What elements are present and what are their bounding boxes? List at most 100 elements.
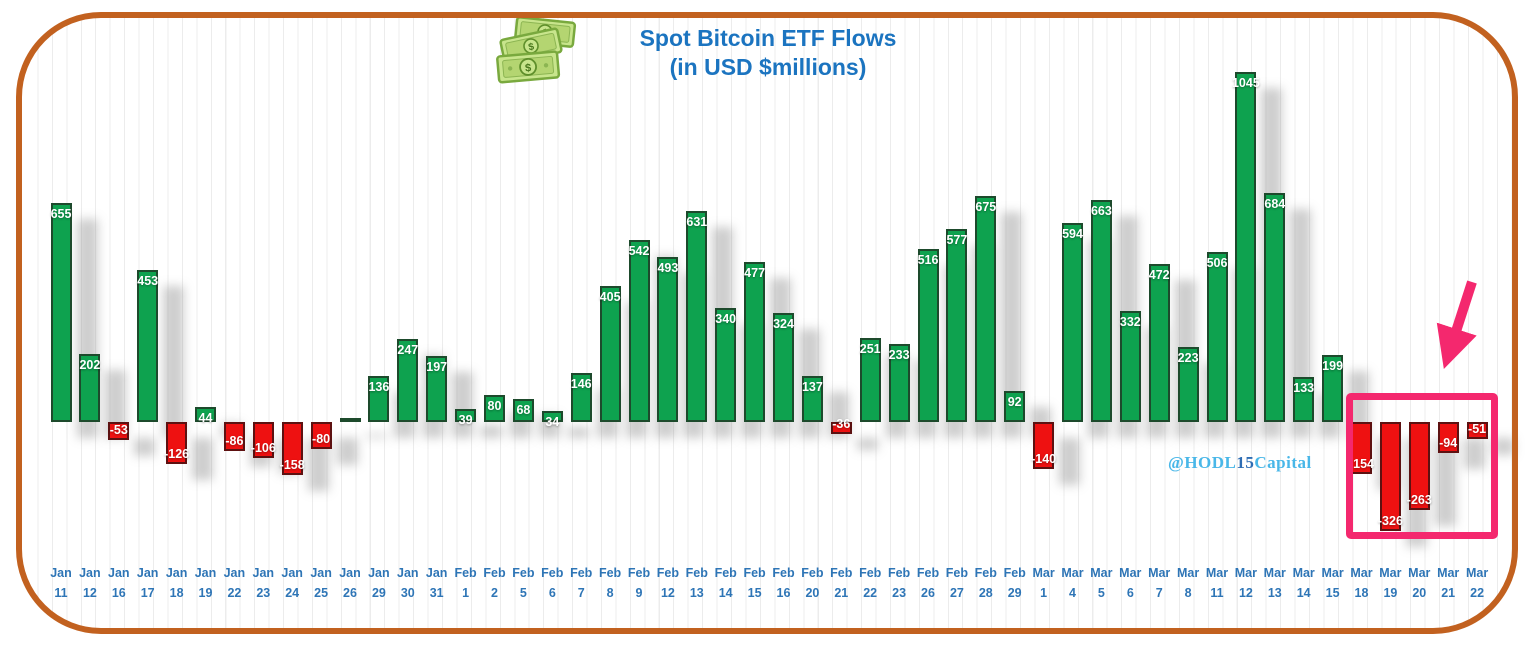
x-axis-label-Jan-16: Jan 16: [108, 566, 130, 600]
bar-value-label: -86: [225, 433, 244, 448]
bar-value-label: 631: [686, 214, 708, 229]
bar-Jan-26: [339, 417, 361, 422]
chart-title-line1: Spot Bitcoin ETF Flows: [639, 25, 897, 51]
bar-Jan-25: -80: [310, 422, 332, 449]
x-axis-label-Mar-1: Mar 1: [1032, 566, 1055, 600]
bar-value-label: 247: [397, 343, 419, 358]
x-axis-label-Mar-15: Mar 15: [1321, 566, 1344, 600]
bar-value-label: -154: [1348, 456, 1375, 471]
bar-value-label: 92: [1007, 395, 1022, 410]
bar-value-label: 594: [1062, 227, 1083, 241]
x-axis-label-Mar-12: Mar 12: [1234, 566, 1257, 600]
bar-value-label: 332: [1119, 314, 1141, 329]
bar-value-label: -80: [312, 431, 331, 446]
bar-Feb-26: 516: [917, 249, 939, 422]
bar-value-label: 405: [599, 290, 621, 305]
x-axis-label-Mar-19: Mar 19: [1379, 566, 1402, 600]
bar-Feb-9: 542: [628, 240, 650, 422]
pinstripe-background: [24, 18, 1512, 628]
bar-Mar-6: 332: [1119, 310, 1141, 422]
bar-value-label: 1045: [1231, 75, 1260, 90]
watermark-num: 15: [1236, 453, 1255, 472]
bar-value-label: 684: [1264, 196, 1286, 211]
bar-Feb-21: -36: [830, 417, 852, 435]
x-axis-label-Feb-23: Feb 23: [887, 566, 911, 600]
bar-Feb-12: 493: [657, 256, 679, 422]
bar-value-label: -263: [1406, 493, 1432, 508]
x-axis-label-Feb-13: Feb 13: [685, 566, 708, 600]
bar-value-label: 133: [1293, 381, 1315, 396]
bar-Feb-14: 340: [715, 308, 737, 422]
bar-value-label: -158: [279, 457, 305, 472]
bar-value-label: 506: [1206, 256, 1228, 271]
bar-value-label: 233: [888, 347, 910, 362]
bar-Jan-17: 453: [137, 270, 159, 422]
x-axis-label-Mar-11: Mar 11: [1205, 566, 1229, 600]
bar-Jan-29: 136: [368, 376, 390, 422]
x-axis-label-Feb-8: Feb 8: [598, 566, 622, 600]
x-axis-label-Jan-31: Jan 31: [425, 566, 448, 600]
bar-Mar-14: 133: [1293, 377, 1315, 422]
bar-Jan-11: 655: [50, 202, 72, 422]
bar-value-label: 146: [570, 377, 592, 392]
x-axis-label-Feb-15: Feb 15: [743, 566, 766, 600]
bar-value-label: 34: [545, 414, 560, 429]
bar-value-label: -140: [1031, 451, 1057, 466]
bar-value-label: -51: [1468, 422, 1487, 437]
x-axis-label-Mar-5: Mar 5: [1090, 566, 1113, 600]
bar-value-label: 197: [426, 360, 448, 374]
bar-value-label: 516: [917, 253, 939, 268]
x-axis-label-Jan-23: Jan 23: [252, 566, 275, 600]
x-axis-label-Feb-1: Feb 1: [454, 566, 477, 600]
bar-Mar-7: 472: [1148, 263, 1170, 422]
bar-Mar-22: -51: [1466, 422, 1488, 440]
bar-value-label: 68: [516, 403, 531, 418]
bar-value-label: 655: [50, 206, 72, 221]
bar-Mar-1: -140: [1031, 422, 1057, 469]
bar-Feb-23: 233: [888, 343, 910, 422]
x-axis-label-Jan-29: Jan 29: [368, 566, 390, 600]
x-axis-label-Jan-17: Jan 17: [136, 566, 159, 600]
x-axis-label-Mar-4: Mar 4: [1061, 566, 1084, 600]
x-axis-label-Jan-11: Jan 11: [50, 566, 72, 600]
bar-Feb-29: 92: [1004, 391, 1026, 422]
bar-value-label: 39: [458, 412, 473, 427]
bar-Feb-6: 34: [541, 410, 563, 429]
bar-Mar-21: -94: [1437, 422, 1459, 454]
x-axis-label-Mar-18: Mar 18: [1350, 566, 1373, 600]
x-axis-label-Mar-20: Mar 20: [1408, 566, 1431, 600]
x-axis-label-Feb-6: Feb 6: [541, 566, 564, 600]
x-axis-label-Feb-16: Feb 16: [772, 566, 795, 600]
x-axis-label-Feb-9: Feb 9: [627, 566, 651, 600]
x-axis-label-Feb-22: Feb 22: [859, 566, 882, 600]
bar-Feb-5: 68: [512, 399, 534, 422]
chart-title: Spot Bitcoin ETF Flows (in USD $millions…: [0, 24, 1536, 82]
bar-value-label: 137: [801, 380, 823, 395]
bar-value-label: -94: [1439, 436, 1458, 451]
bar-Feb-27: 577: [946, 228, 968, 422]
bar-Mar-18: -154: [1348, 422, 1375, 474]
bar-Feb-15: 477: [744, 262, 766, 422]
x-axis-label-Feb-14: Feb 14: [714, 566, 737, 600]
x-axis-label-Feb-26: Feb 26: [916, 566, 940, 600]
x-axis-label-Feb-12: Feb 12: [656, 566, 679, 600]
bar-Jan-31: 197: [426, 356, 448, 422]
bar-value-label: 542: [628, 244, 650, 259]
bar-Jan-24: -158: [279, 422, 305, 475]
x-axis-label-Jan-19: Jan 19: [194, 566, 217, 600]
x-axis-label-Mar-14: Mar 14: [1292, 566, 1315, 600]
bar-Mar-19: -326: [1377, 422, 1403, 532]
x-axis-label-Mar-7: Mar 7: [1148, 566, 1171, 600]
pink-arrow-icon: [1436, 280, 1477, 370]
x-axis-label-Mar-22: Mar 22: [1465, 566, 1489, 600]
x-axis-label-Jan-18: Jan 18: [165, 566, 188, 600]
bar-Mar-5: 663: [1090, 199, 1112, 422]
svg-text:$: $: [527, 41, 535, 53]
x-axis-label-Feb-20: Feb 20: [801, 566, 824, 600]
bar-value-label: -326: [1377, 514, 1403, 529]
watermark-pre: @HODL: [1168, 453, 1237, 472]
x-axis-label-Feb-2: Feb 2: [483, 566, 506, 600]
bar-value-label: 324: [773, 317, 794, 332]
